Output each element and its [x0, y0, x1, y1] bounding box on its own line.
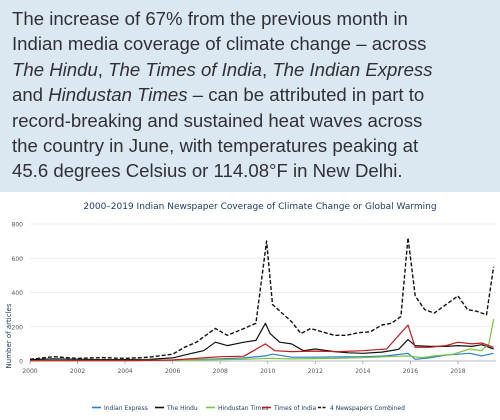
intro-line-2: Indian media coverage of climate change … — [12, 33, 427, 55]
legend-label-indian-express: Indian Express — [104, 405, 148, 412]
intro-sep-2: , — [261, 58, 273, 80]
coverage-line-chart: 2000–2019 Indian Newspaper Coverage of C… — [5, 202, 496, 412]
x-tick-label: 2018 — [450, 368, 465, 375]
x-tick-label: 2006 — [165, 368, 180, 375]
series-line-hindustan-times — [29, 318, 495, 362]
intro-line-4-rest: – can be attributed in part to — [187, 84, 425, 106]
y-axis-label: Number of articles — [5, 303, 13, 368]
intro-times-of-india: The Times of India — [108, 58, 262, 80]
legend-label-4-newspapers-combined: 4 Newspapers Combined — [330, 405, 405, 412]
grid-layer — [30, 223, 496, 362]
x-tick-label: 2010 — [260, 368, 275, 375]
intro-and: and — [12, 84, 49, 106]
intro-sep-1: , — [97, 58, 109, 80]
intro-line-6: the country in June, with temperatures p… — [12, 135, 419, 157]
x-tick-label: 2014 — [355, 368, 370, 375]
axis-layer: 0 200 400 600 800 2000 2002 2004 2006 2008 2010 201… — [12, 222, 466, 376]
intro-line-4: and Hindustan Times – can be attributed … — [12, 82, 486, 107]
x-tick-label: 2000 — [22, 368, 37, 375]
series-line-times-of-india — [29, 324, 494, 362]
x-tick-label: 2016 — [403, 368, 418, 375]
intro-text-panel: The increase of 67% from the previous mo… — [0, 0, 500, 192]
y-tick-label: 200 — [12, 324, 24, 331]
y-tick-label: 600 — [12, 256, 24, 263]
chart-legend: Indian Express The Hindu Hindustan Times Ti… — [92, 405, 405, 412]
intro-line-7: 45.6 degrees Celsius or 114.08°F in New … — [12, 160, 403, 182]
y-tick-label: 800 — [12, 222, 24, 229]
x-tick-label: 2004 — [117, 368, 132, 375]
legend-label-the-hindu: The Hindu — [166, 405, 198, 412]
y-tick-label: 400 — [12, 290, 24, 297]
intro-line-5: record-breaking and sustained heat waves… — [12, 109, 423, 131]
chart-title: 2000–2019 Indian Newspaper Coverage of C… — [83, 202, 436, 212]
x-tick-label: 2008 — [213, 368, 228, 375]
series-line-4-newspapers-combined — [29, 237, 495, 360]
intro-the-hindu: The Hindu — [12, 58, 98, 80]
series-line-the-hindu — [29, 322, 494, 361]
x-tick-label: 2012 — [308, 368, 323, 375]
series-layer — [29, 237, 495, 362]
y-tick-label: 0 — [19, 359, 23, 366]
intro-hindustan-times: Hindustan Times — [48, 84, 188, 106]
intro-line-3: The Hindu, The Times of India, The India… — [12, 57, 486, 82]
legend-label-hindustan-times: Hindustan Times — [218, 405, 268, 412]
x-tick-label: 2002 — [70, 368, 85, 375]
intro-line-1: The increase of 67% from the previous mo… — [12, 8, 408, 29]
legend-label-times-of-india: Times of India — [273, 405, 316, 412]
intro-indian-express: The Indian Express — [272, 58, 433, 80]
